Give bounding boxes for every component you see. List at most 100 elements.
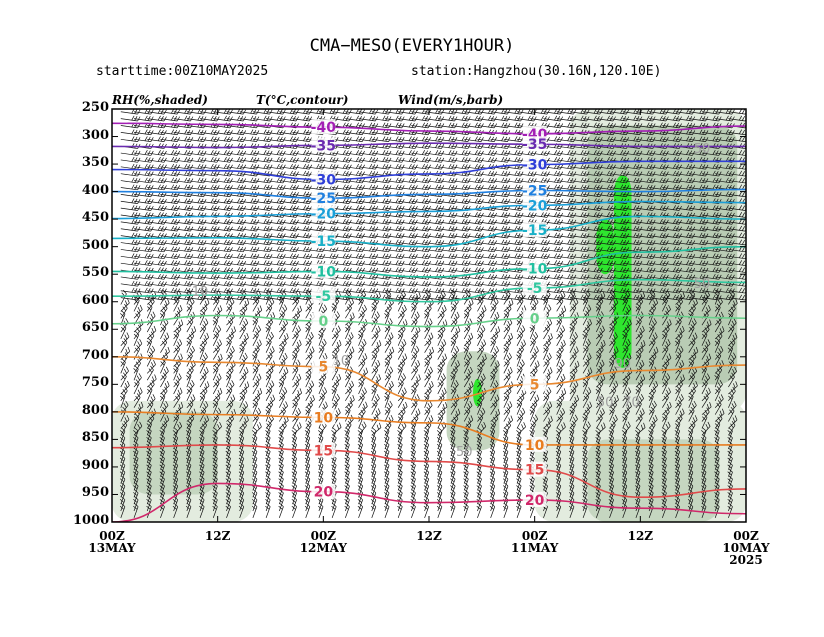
wind-barb bbox=[173, 163, 194, 170]
wind-barb bbox=[266, 136, 286, 142]
wind-barb bbox=[345, 400, 353, 415]
legend-wind: Wind(m/s,barb) bbox=[398, 93, 504, 107]
wind-barb bbox=[490, 156, 511, 163]
wind-barb bbox=[239, 109, 260, 115]
y-tick-label: 950 bbox=[81, 485, 109, 501]
wind-barb bbox=[345, 170, 365, 177]
wind-barb bbox=[437, 373, 446, 388]
wind-barb bbox=[279, 170, 299, 177]
rh-contour-label: 50 bbox=[456, 445, 473, 460]
wind-barb bbox=[226, 163, 247, 170]
station-label: station:Hangzhou(30.16N,120.10E) bbox=[411, 64, 662, 79]
wind-barb bbox=[398, 143, 418, 149]
wind-barb bbox=[226, 156, 247, 163]
wind-barb bbox=[384, 109, 405, 115]
wind-barb bbox=[213, 150, 233, 156]
wind-barb bbox=[490, 122, 511, 129]
wind-barb bbox=[411, 115, 431, 122]
wind-barb bbox=[411, 379, 419, 395]
wind-barb bbox=[371, 163, 392, 170]
wind-barb bbox=[279, 304, 288, 319]
rh-contour-label: 90 bbox=[614, 357, 631, 372]
wind-barb bbox=[529, 331, 539, 347]
wind-barb bbox=[345, 317, 353, 333]
wind-barb bbox=[133, 115, 154, 122]
wind-barb bbox=[173, 373, 182, 388]
wind-barb bbox=[556, 122, 577, 129]
wind-barb bbox=[186, 136, 207, 142]
wind-barb bbox=[662, 136, 682, 142]
x-tick-label: 12Z bbox=[416, 529, 442, 543]
wind-barb bbox=[120, 246, 141, 253]
wind-barb bbox=[120, 156, 141, 163]
wind-barb bbox=[120, 280, 141, 287]
wind-barb bbox=[437, 143, 458, 149]
wind-barb bbox=[318, 163, 339, 170]
wind-barb bbox=[688, 115, 709, 122]
wind-barb bbox=[120, 198, 141, 204]
wind-barb bbox=[398, 115, 418, 122]
wind-barb bbox=[120, 218, 141, 225]
wind-barb bbox=[635, 150, 656, 156]
wind-barb bbox=[543, 352, 552, 367]
wind-barb bbox=[279, 352, 288, 367]
wind-barb bbox=[569, 156, 590, 163]
wind-barb bbox=[279, 129, 299, 136]
wind-barb bbox=[133, 129, 154, 136]
wind-barb bbox=[424, 163, 445, 170]
y-tick-label: 700 bbox=[81, 347, 109, 363]
wind-barb bbox=[450, 150, 471, 156]
wind-barb bbox=[411, 311, 420, 326]
temp-contour-label: -35 bbox=[522, 137, 547, 153]
wind-barb bbox=[358, 156, 379, 163]
chart-title: CMA−MESO(EVERY1HOUR) bbox=[309, 36, 515, 56]
wind-barb bbox=[345, 150, 365, 156]
temp-contour-label: 0 bbox=[318, 314, 328, 330]
wind-barb bbox=[239, 115, 260, 122]
temp-contour-label: -20 bbox=[311, 207, 337, 223]
wind-barb bbox=[596, 122, 616, 129]
wind-barb bbox=[186, 345, 195, 360]
wind-barb bbox=[213, 373, 222, 388]
wind-barb bbox=[649, 115, 669, 122]
rh-shade-9 bbox=[473, 378, 482, 407]
wind-barb bbox=[543, 150, 564, 156]
wind-barb bbox=[200, 115, 220, 122]
wind-barb bbox=[517, 115, 537, 122]
wind-barb bbox=[173, 150, 194, 156]
wind-barb bbox=[398, 122, 418, 129]
wind-barb bbox=[265, 380, 275, 395]
wind-barb bbox=[120, 205, 141, 211]
wind-barb bbox=[146, 379, 155, 395]
wind-barb bbox=[226, 129, 247, 136]
wind-barb bbox=[450, 163, 471, 170]
wind-barb bbox=[133, 373, 142, 388]
wind-barb bbox=[662, 163, 682, 170]
wind-barb bbox=[200, 129, 220, 136]
rh-contour-label: 50 bbox=[597, 395, 614, 410]
wind-barb bbox=[292, 393, 301, 408]
wind-barb bbox=[424, 352, 433, 367]
wind-barb bbox=[464, 163, 484, 170]
wind-barb bbox=[569, 150, 590, 156]
wind-barb bbox=[266, 163, 286, 170]
wind-barb bbox=[120, 318, 129, 333]
wind-barb bbox=[226, 380, 235, 395]
wind-barb bbox=[318, 387, 328, 402]
temp-contour-label: -10 bbox=[311, 264, 337, 280]
wind-barb bbox=[649, 163, 669, 170]
wind-barb bbox=[437, 324, 446, 340]
wind-barb bbox=[120, 289, 127, 305]
wind-barb bbox=[701, 129, 722, 136]
temp-contour-label: 15 bbox=[314, 443, 333, 459]
wind-barb bbox=[662, 150, 682, 156]
wind-barb bbox=[332, 115, 352, 122]
temp-contour-label: -10 bbox=[522, 262, 548, 278]
wind-barb bbox=[133, 156, 154, 163]
wind-barb bbox=[398, 150, 418, 156]
y-tick-label: 350 bbox=[81, 155, 109, 171]
wind-barb bbox=[569, 136, 590, 142]
wind-barb bbox=[200, 156, 220, 163]
wind-barb bbox=[609, 122, 630, 129]
wind-barb bbox=[477, 122, 498, 129]
